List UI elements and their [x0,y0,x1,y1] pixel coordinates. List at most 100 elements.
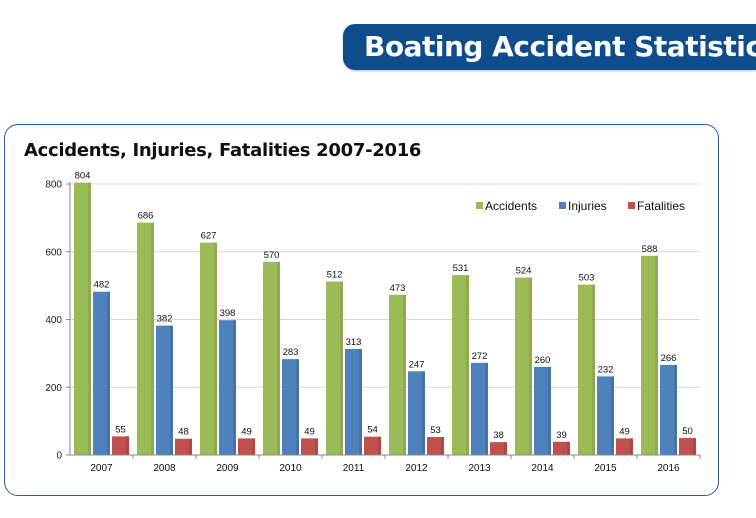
bar-shade-injuries [485,362,488,455]
bar-accidents [74,182,91,455]
y-tick-label: 400 [45,315,62,326]
legend-label-injuries: Injuries [568,199,607,213]
data-label-accidents: 588 [642,244,658,255]
data-label-accidents: 524 [516,265,532,276]
bar-shade-fatalities [441,437,444,455]
x-tick-label: 2009 [216,463,239,474]
bar-injuries [282,359,299,455]
bar-injuries [408,371,425,455]
bar-shade-accidents [151,222,154,455]
x-tick-label: 2015 [594,463,617,474]
bar-shade-fatalities [252,438,255,455]
data-label-injuries: 272 [472,351,488,362]
data-label-injuries: 482 [94,280,110,291]
bar-accidents [326,281,343,455]
bar-injuries [660,364,677,455]
data-label-accidents: 503 [579,273,595,284]
bar-fatalities [364,436,381,455]
bar-shade-accidents [214,242,217,455]
bar-injuries [471,362,488,455]
y-tick-label: 800 [45,180,62,191]
x-tick-label: 2010 [279,463,302,474]
bar-accidents [641,255,658,455]
bar-injuries [597,376,614,455]
data-label-injuries: 398 [220,308,236,319]
bar-shade-accidents [88,182,91,455]
legend-swatch-injuries [559,202,566,209]
chart-title: Accidents, Injuries, Fatalities 2007-201… [24,140,422,161]
bar-fatalities [175,438,192,455]
legend-swatch-accidents [476,202,483,209]
data-label-fatalities: 49 [304,426,315,437]
data-label-fatalities: 49 [241,426,252,437]
bar-accidents [200,242,217,455]
bar-accidents [137,222,154,455]
bar-shade-fatalities [189,438,192,455]
data-label-accidents: 570 [264,250,280,261]
data-label-fatalities: 50 [682,426,693,437]
bar-accidents [515,277,532,455]
bar-accidents [389,294,406,455]
y-tick-label: 0 [56,451,62,462]
bar-fatalities [679,438,696,455]
x-tick-label: 2011 [343,463,365,474]
bar-injuries [93,291,110,455]
bar-shade-injuries [233,320,236,455]
bar-fatalities [490,442,507,455]
x-tick-label: 2008 [153,463,176,474]
bar-shade-fatalities [126,436,129,455]
bar-injuries [345,348,362,455]
bar-accidents [578,284,595,455]
x-tick-label: 2007 [90,463,113,474]
data-label-injuries: 260 [535,355,551,366]
data-label-fatalities: 39 [556,430,567,441]
bar-fatalities [553,441,570,455]
data-label-fatalities: 53 [430,425,441,436]
data-label-accidents: 686 [138,211,154,222]
data-label-injuries: 382 [157,314,173,325]
bar-shade-injuries [170,325,173,455]
data-label-fatalities: 54 [367,425,378,436]
bar-shade-accidents [466,275,469,455]
data-label-accidents: 531 [453,263,469,274]
y-tick-label: 600 [45,247,62,258]
bar-shade-accidents [277,261,280,455]
bar-shade-injuries [422,371,425,455]
bar-shade-fatalities [567,441,570,455]
bar-shade-injuries [548,366,551,455]
header-banner [343,24,756,70]
data-label-fatalities: 55 [115,424,126,435]
bar-shade-injuries [296,359,299,455]
legend-label-fatalities: Fatalities [637,199,685,213]
legend-swatch-fatalities [628,202,635,209]
data-label-injuries: 266 [661,353,677,364]
data-label-accidents: 473 [390,283,406,294]
y-tick-label: 200 [45,383,62,394]
bar-accidents [263,261,280,455]
x-tick-label: 2013 [468,463,491,474]
bar-injuries [219,320,236,455]
data-label-accidents: 804 [75,171,91,182]
bar-fatalities [427,437,444,455]
bar-fatalities [301,438,318,455]
bar-shade-injuries [611,376,614,455]
bar-shade-accidents [340,281,343,455]
data-label-accidents: 627 [201,231,217,242]
data-label-injuries: 247 [409,359,425,370]
bar-shade-injuries [107,291,110,455]
bar-shade-injuries [674,364,677,455]
data-label-fatalities: 38 [493,430,504,441]
bar-fatalities [616,438,633,455]
bar-shade-fatalities [378,436,381,455]
x-tick-label: 2012 [405,463,428,474]
bar-shade-fatalities [693,438,696,455]
bar-fatalities [238,438,255,455]
legend-label-accidents: Accidents [485,199,537,213]
data-label-fatalities: 49 [619,426,630,437]
page-title: Boating Accident Statistics [364,30,756,63]
bar-fatalities [112,436,129,455]
bar-shade-accidents [529,277,532,455]
x-tick-label: 2016 [657,463,680,474]
data-label-injuries: 313 [346,337,362,348]
